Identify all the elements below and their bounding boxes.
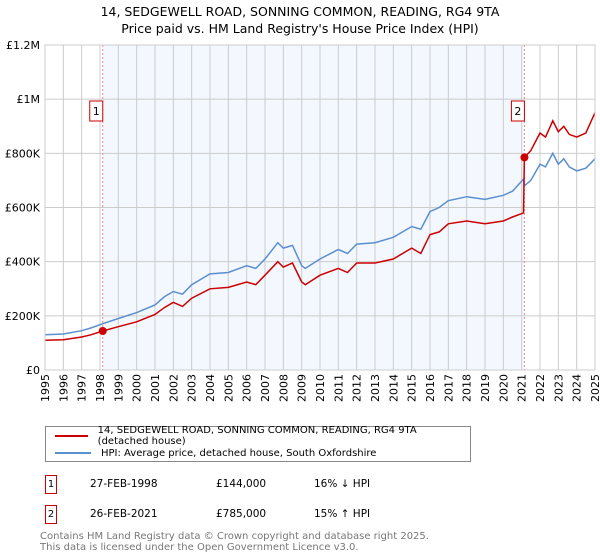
hpi-diff: 15% ↑ HPI	[314, 508, 371, 520]
hpi-line	[44, 151, 596, 336]
x-tick-label: 2003	[186, 374, 199, 402]
sale-point	[98, 327, 107, 335]
x-tick-label: 2007	[259, 374, 272, 402]
annotation-label: 2	[514, 105, 521, 118]
legend: 14, SEDGEWELL ROAD, SONNING COMMON, READ…	[45, 425, 471, 462]
hpi-diff: 16% ↓ HPI	[314, 478, 371, 490]
x-tick-label: 2000	[131, 374, 144, 402]
chart-title: 14, SEDGEWELL ROAD, SONNING COMMON, READ…	[0, 3, 600, 37]
annotation-box	[89, 100, 104, 122]
y-tick-label: £800K	[5, 147, 41, 160]
x-tick-label: 2010	[314, 374, 327, 402]
sale-price: £144,000	[216, 478, 267, 490]
x-tick-label: 2017	[442, 374, 455, 402]
x-tick-label: 2024	[571, 374, 584, 402]
footer-line: Contains HM Land Registry data © Crown c…	[40, 531, 429, 542]
plot-border	[44, 44, 596, 371]
y-tick-label: £200K	[5, 310, 41, 323]
x-tick-label: 2005	[222, 374, 235, 402]
legend-swatch-property	[55, 435, 88, 437]
x-tick-label: 2014	[387, 374, 400, 402]
legend-label-hpi: HPI: Average price, detached house, Sout…	[101, 447, 377, 459]
x-tick-label: 2001	[149, 374, 162, 402]
sale-date: 26-FEB-2021	[90, 508, 158, 520]
x-tick-label: 2020	[497, 374, 510, 402]
annotation-label: 1	[93, 105, 100, 118]
y-tick-label: £1M	[17, 93, 41, 106]
x-tick-label: 2002	[167, 374, 180, 402]
x-tick-label: 1998	[94, 374, 107, 402]
footer: Contains HM Land Registry data © Crown c…	[40, 531, 429, 553]
x-tick-label: 2022	[534, 374, 547, 402]
x-tick-label: 2004	[204, 374, 217, 402]
table-row: 2 26-FEB-2021 £785,000 15% ↑ HPI	[45, 505, 445, 524]
legend-label-property: 14, SEDGEWELL ROAD, SONNING COMMON, READ…	[97, 425, 417, 447]
x-tick-label: 2025	[589, 374, 600, 402]
sale-price: £785,000	[216, 508, 267, 520]
property-price-line	[44, 112, 596, 341]
x-tick-label: 1995	[39, 374, 52, 402]
x-tick-label: 2006	[241, 374, 254, 402]
y-tick-label: £1.2M	[6, 39, 40, 52]
sale-point	[520, 153, 529, 162]
title-line: 14, SEDGEWELL ROAD, SONNING COMMON, READ…	[100, 4, 500, 19]
x-tick-label: 2012	[351, 374, 364, 402]
x-tick-label: 2008	[277, 374, 290, 402]
x-tick-label: 2021	[516, 374, 529, 402]
marker-badge: 2	[45, 505, 57, 524]
x-tick-label: 2011	[332, 374, 345, 402]
x-tick-label: 2009	[296, 374, 309, 402]
annotation-box	[510, 100, 525, 122]
x-tick-label: 1997	[76, 374, 89, 402]
legend-swatch-hpi	[55, 452, 91, 454]
marker-badge: 1	[45, 475, 57, 494]
price-chart: 1995 1996 1997 1998 1999 2000 2001 2002 2003 2004…	[5, 39, 600, 402]
y-tick-label: £400K	[5, 256, 41, 269]
x-tick-label: 2015	[406, 374, 419, 402]
subtitle-line: Price paid vs. HM Land Registry's House …	[121, 21, 479, 36]
y-tick-label: £0	[26, 364, 40, 377]
table-row: 1 27-FEB-1998 £144,000 16% ↓ HPI	[45, 475, 445, 494]
x-tick-label: 1999	[112, 374, 125, 402]
sale-date: 27-FEB-1998	[90, 478, 158, 490]
x-tick-label: 2016	[424, 374, 437, 402]
x-tick-label: 2013	[369, 374, 382, 402]
y-tick-label: £600K	[5, 202, 41, 215]
x-tick-label: 2019	[479, 374, 492, 402]
x-tick-label: 2023	[552, 374, 565, 402]
x-tick-label: 1996	[57, 374, 70, 402]
footer-line: This data is licensed under the Open Gov…	[40, 542, 359, 553]
x-tick-label: 2018	[461, 374, 474, 402]
